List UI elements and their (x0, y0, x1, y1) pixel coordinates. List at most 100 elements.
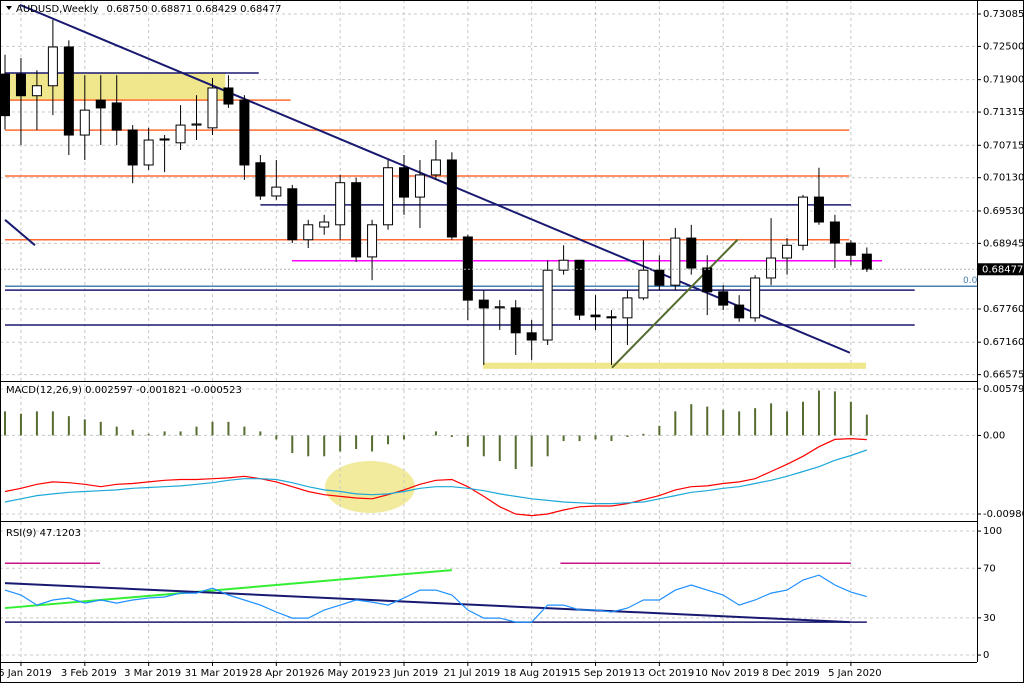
trend-line (4, 582, 850, 624)
x-tick-label: 23 Jun 2019 (378, 668, 438, 679)
last-price-label: 0.68477 (982, 264, 1023, 275)
candle-body (239, 99, 250, 166)
candle-body (223, 87, 234, 105)
x-tick-label: 3 Mar 2019 (124, 668, 181, 679)
candle-body (734, 304, 745, 319)
candle-body (813, 196, 824, 223)
y-tick-label: 0.70715 (983, 140, 1024, 151)
x-tick-label: 15 Sep 2019 (568, 668, 631, 679)
candle-body (558, 259, 569, 271)
candle-body (191, 123, 202, 126)
y-tick-label: 0.68945 (983, 238, 1024, 249)
rsi-title: RSI(9) 47.1203 (6, 528, 81, 539)
x-tick-label: 6 Jan 2019 (0, 668, 52, 679)
candle-body (414, 174, 425, 198)
candle-body (207, 87, 218, 129)
candle-body (303, 224, 314, 241)
x-tick-label: 3 Feb 2019 (61, 668, 117, 679)
candle-body (638, 269, 649, 299)
candle-body (494, 306, 505, 309)
x-tick-label: 10 Nov 2019 (695, 668, 759, 679)
candle-body (47, 46, 58, 87)
x-tick-label: 8 Dec 2019 (762, 668, 820, 679)
y-tick-label: 0.67760 (983, 304, 1024, 315)
x-tick-label: 26 May 2019 (312, 668, 377, 679)
x-tick-label: 28 Apr 2019 (249, 668, 311, 679)
candle-body (654, 269, 665, 286)
candle-body (127, 129, 138, 166)
x-tick-label: 5 Jan 2020 (828, 668, 882, 679)
trend-line (19, 3, 851, 354)
candle-body (718, 291, 729, 306)
candle-body (861, 253, 872, 270)
candle-body (462, 236, 473, 301)
candle-body (526, 332, 537, 341)
x-tick-label: 18 Aug 2019 (504, 668, 568, 679)
macd-title: MACD(12,26,9) 0.002597 -0.001821 -0.0005… (6, 385, 242, 396)
candle-body (159, 138, 170, 141)
chart-title: AUDUSD,Weekly 0.68750 0.68871 0.68429 0.6… (16, 4, 281, 15)
candle-body (478, 299, 489, 309)
candle-body (287, 188, 298, 241)
y-tick-label: 30 (983, 613, 996, 624)
candle-body (766, 257, 777, 279)
candle-body (111, 102, 122, 131)
y-tick-label: 0.005795 (983, 384, 1024, 395)
candle-body (175, 124, 186, 144)
y-tick-label: 0.69530 (983, 206, 1024, 217)
candle-body (845, 242, 856, 256)
candle-body (63, 46, 74, 136)
indicator-line (4, 437, 867, 517)
trend-line (4, 219, 36, 247)
candle-body (798, 196, 808, 246)
candle-body (0, 73, 10, 117)
candle-body (271, 186, 282, 197)
candle-body (574, 259, 585, 316)
zone (483, 362, 867, 369)
y-tick-label: 0.66575 (983, 370, 1024, 381)
candle-body (15, 73, 26, 97)
y-tick-label: 100 (983, 526, 1002, 537)
x-tick-label: 31 Mar 2019 (185, 668, 248, 679)
menu-icon[interactable] (6, 6, 12, 10)
x-tick-label: 21 Jul 2019 (444, 668, 501, 679)
last-price-box (978, 263, 1024, 276)
y-tick-label: 0.67160 (983, 337, 1024, 348)
candle-body (606, 316, 617, 319)
ohlc: 0.68750 0.68871 0.68429 0.68477 (107, 4, 282, 15)
candle-body (670, 237, 681, 286)
candle-body (79, 109, 90, 136)
candle-body (335, 182, 346, 226)
y-tick-label: 0.73085 (983, 9, 1024, 20)
candle-body (95, 99, 106, 109)
candle-body (750, 277, 761, 319)
candle-body (383, 167, 394, 226)
candle-body (367, 224, 378, 258)
rsi-line (4, 574, 867, 623)
candle-body (590, 314, 601, 318)
fib-label: 0.0 (963, 276, 978, 286)
y-tick-label: 0.71315 (983, 107, 1024, 118)
candle-body (510, 307, 521, 334)
candle-body (399, 167, 409, 198)
trend-line (611, 239, 739, 369)
candle-body (446, 159, 457, 238)
y-tick-label: 0.00 (983, 430, 1005, 441)
candle-body (542, 269, 553, 341)
candle-body (255, 162, 266, 197)
y-tick-label: -0.009804 (983, 509, 1024, 520)
y-tick-label: 0 (983, 650, 989, 661)
candle-body (686, 237, 697, 269)
highlight-ellipse (325, 461, 415, 513)
y-tick-label: 70 (983, 563, 996, 574)
candle-body (319, 221, 330, 228)
y-tick-label: 0.71900 (983, 75, 1024, 86)
y-tick-label: 0.72500 (983, 41, 1024, 52)
indicator-line (4, 449, 867, 505)
candle-body (622, 297, 633, 319)
candle-body (702, 267, 713, 293)
symbol: AUDUSD,Weekly (16, 4, 99, 15)
